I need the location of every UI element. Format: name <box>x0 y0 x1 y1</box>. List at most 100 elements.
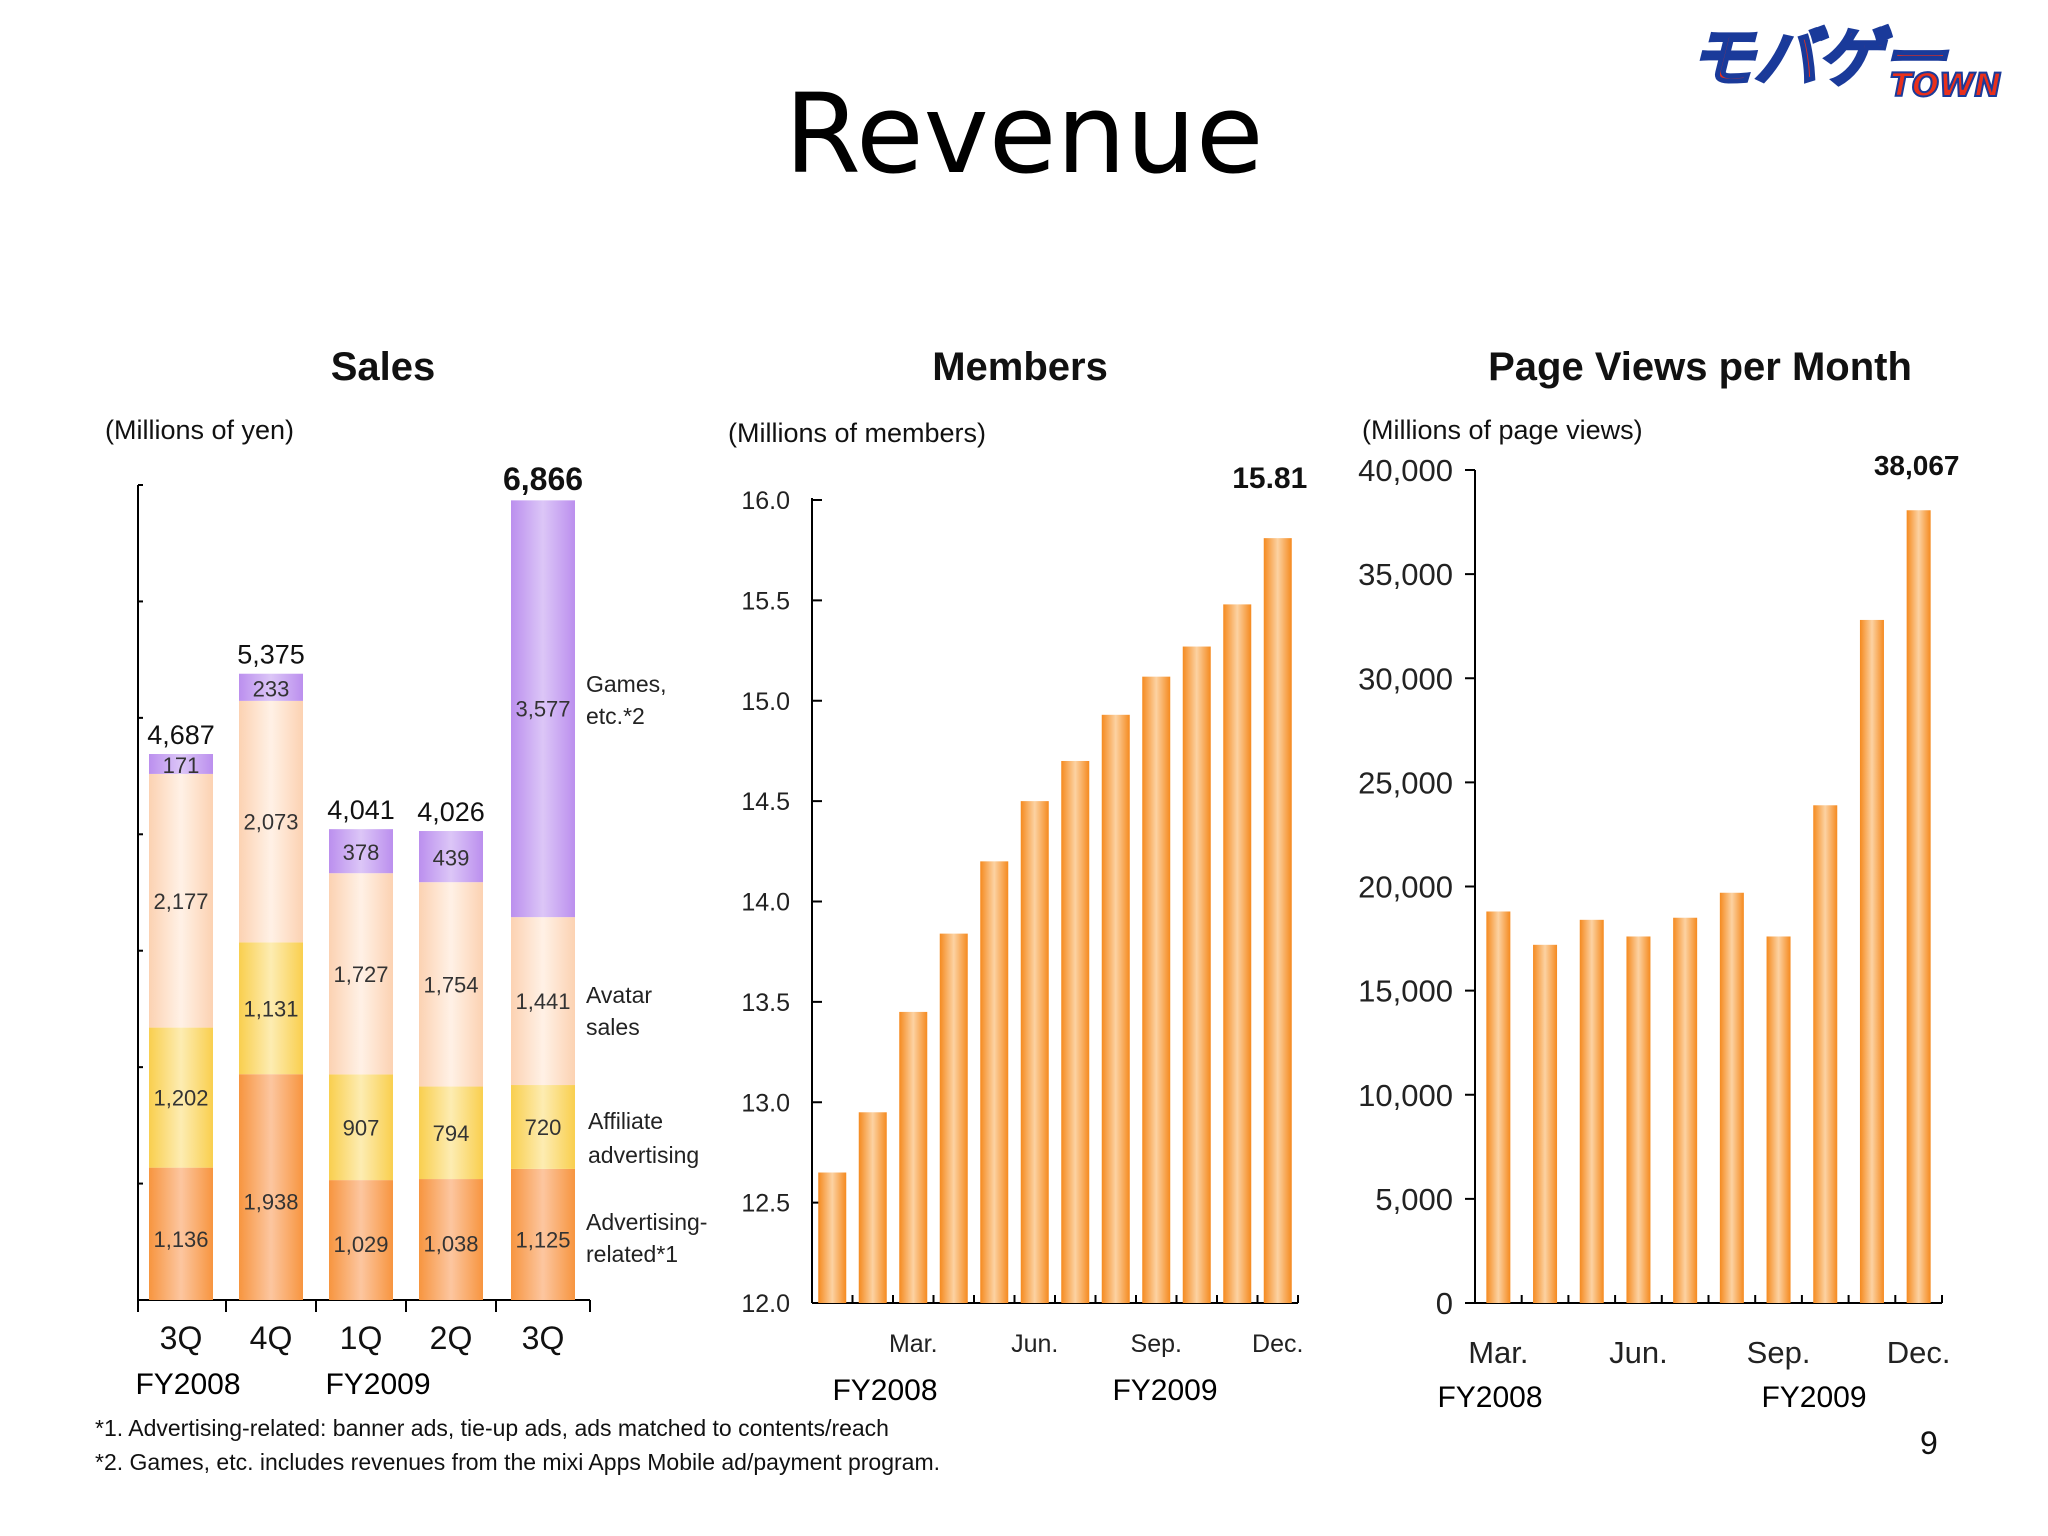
members-bar <box>1101 714 1130 1303</box>
sales-total-label: 6,866 <box>503 461 583 497</box>
sales-data-label: 720 <box>525 1115 562 1140</box>
sales-data-label: 1,131 <box>243 996 298 1021</box>
members-bar <box>980 861 1009 1303</box>
pageviews-chart-title: Page Views per Month <box>1488 345 1912 389</box>
members-y-tick-label: 12.0 <box>741 1290 790 1318</box>
sales-data-label: 2,177 <box>153 889 208 914</box>
pageviews-y-tick-label: 20,000 <box>1358 870 1453 905</box>
members-period-label: FY2009 <box>1112 1374 1217 1407</box>
sales-legend-games: Games, <box>586 671 667 697</box>
sales-bar-avatar <box>239 700 303 943</box>
members-period-label: FY2008 <box>832 1374 937 1407</box>
footnote-1: *1. Advertising-related: banner ads, tie… <box>95 1415 889 1441</box>
members-unit-label: (Millions of members) <box>728 418 987 448</box>
sales-period-label: FY2008 <box>135 1368 240 1401</box>
sales-legend-affiliate: Affiliate <box>588 1108 663 1134</box>
sales-x-tick-label: 3Q <box>160 1320 203 1356</box>
sales-data-label: 907 <box>343 1115 380 1140</box>
sales-bar-advertising <box>329 1180 393 1300</box>
sales-data-label: 439 <box>433 846 470 871</box>
sales-bar-affiliate <box>419 1086 483 1180</box>
sales-legend-avatar: Avatar <box>586 982 652 1008</box>
sales-bar-advertising <box>239 1074 303 1300</box>
pageviews-y-tick-label: 5,000 <box>1375 1182 1453 1217</box>
sales-data-label: 2,073 <box>243 810 298 835</box>
sales-x-tick-label: 2Q <box>430 1320 473 1356</box>
members-chart-title: Members <box>932 345 1108 389</box>
members-y-tick-label: 13.5 <box>741 989 790 1017</box>
logo-main-text: モバゲー <box>1690 22 1948 96</box>
members-bar <box>1223 604 1252 1303</box>
members-y-tick-label: 16.0 <box>741 487 790 515</box>
sales-data-label: 1,202 <box>153 1086 208 1111</box>
mobage-town-logo: モバゲー TOWN <box>1690 21 2002 106</box>
members-bar <box>858 1112 887 1303</box>
footnote-2: *2. Games, etc. includes revenues from t… <box>95 1449 941 1475</box>
members-y-tick-label: 15.5 <box>741 587 790 615</box>
members-y-tick-label: 14.0 <box>741 889 790 917</box>
pageviews-last-value-label: 38,067 <box>1874 450 1960 481</box>
sales-legend-avatar: sales <box>586 1014 640 1040</box>
members-x-tick-label: Sep. <box>1131 1330 1182 1358</box>
pageviews-bar <box>1906 510 1931 1303</box>
sales-x-tick-label: 1Q <box>340 1320 383 1356</box>
sales-data-label: 1,754 <box>423 972 478 997</box>
pageviews-x-tick-label: Dec. <box>1887 1335 1951 1370</box>
members-x-tick-label: Mar. <box>889 1330 938 1358</box>
sales-period-label: FY2009 <box>325 1368 430 1401</box>
pageviews-y-tick-label: 10,000 <box>1358 1078 1453 1113</box>
pageviews-y-tick-label: 15,000 <box>1358 974 1453 1009</box>
pageviews-bar <box>1859 619 1884 1303</box>
sales-bar-games <box>149 754 213 774</box>
sales-bar-advertising <box>149 1167 213 1300</box>
sales-data-label: 1,441 <box>515 989 570 1014</box>
sales-data-label: 1,938 <box>243 1190 298 1215</box>
logo-sub-text: TOWN <box>1890 66 2001 104</box>
members-y-tick-label: 12.5 <box>741 1190 790 1218</box>
sales-legend-advertising: related*1 <box>586 1241 678 1267</box>
members-y-tick-label: 13.0 <box>741 1089 790 1117</box>
page-number: 9 <box>1920 1425 1938 1461</box>
pageviews-bar <box>1673 917 1698 1303</box>
sales-data-label: 1,136 <box>153 1227 208 1252</box>
sales-data-label: 233 <box>253 676 290 701</box>
sales-bar-avatar <box>419 882 483 1087</box>
sales-bar-games <box>239 673 303 701</box>
sales-data-label: 1,125 <box>515 1228 570 1253</box>
members-y-tick-label: 14.5 <box>741 788 790 816</box>
pageviews-bar <box>1719 892 1744 1303</box>
sales-bar-affiliate <box>239 942 303 1075</box>
sales-legend-affiliate: advertising <box>588 1142 699 1168</box>
sales-legend-games: etc.*2 <box>586 703 645 729</box>
sales-bar-games <box>329 829 393 874</box>
sales-bar-affiliate <box>329 1074 393 1181</box>
pageviews-x-tick-label: Sep. <box>1747 1335 1811 1370</box>
sales-data-label: 1,038 <box>423 1232 478 1257</box>
members-bar <box>899 1011 928 1303</box>
sales-bar-games <box>419 831 483 883</box>
pageviews-bar <box>1766 936 1791 1303</box>
sales-bar-advertising <box>511 1168 575 1300</box>
members-last-value-label: 15.81 <box>1232 462 1307 495</box>
pageviews-x-tick-label: Jun. <box>1609 1335 1668 1370</box>
pageviews-x-tick-label: Mar. <box>1468 1335 1528 1370</box>
members-bar <box>1020 801 1049 1303</box>
sales-chart-title: Sales <box>330 345 436 389</box>
sales-bar-advertising <box>419 1179 483 1300</box>
members-bar <box>818 1172 847 1303</box>
pageviews-bar <box>1533 944 1558 1303</box>
pageviews-period-label: FY2008 <box>1437 1381 1542 1414</box>
sales-bar-avatar <box>149 773 213 1028</box>
sales-total-label: 4,041 <box>327 795 395 825</box>
sales-data-label: 1,029 <box>333 1232 388 1257</box>
members-bar <box>1142 676 1171 1303</box>
sales-data-label: 794 <box>433 1121 470 1146</box>
members-bar <box>939 933 968 1303</box>
sales-bar-avatar <box>511 917 575 1086</box>
members-x-tick-label: Dec. <box>1252 1330 1303 1358</box>
pageviews-bar <box>1626 936 1651 1303</box>
pageviews-bar <box>1813 805 1838 1303</box>
pageviews-bar <box>1486 911 1511 1303</box>
members-y-tick-label: 15.0 <box>741 688 790 716</box>
